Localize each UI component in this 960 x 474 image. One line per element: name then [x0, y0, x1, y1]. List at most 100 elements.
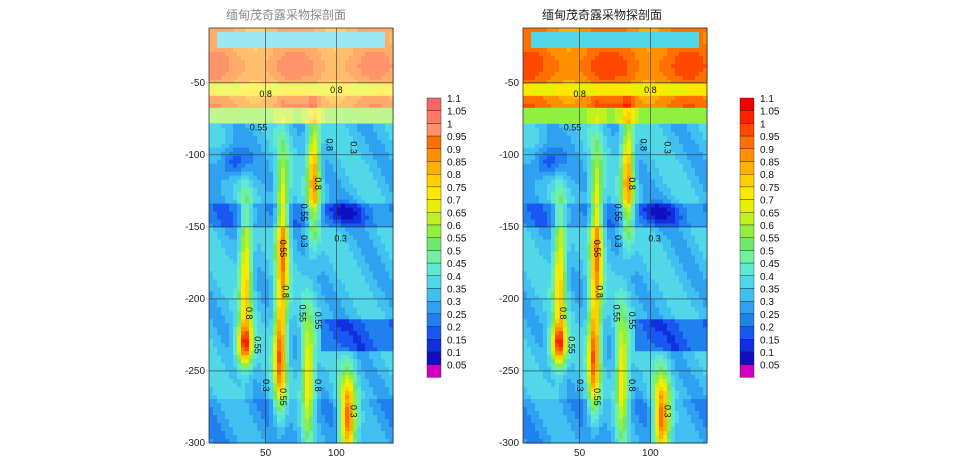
- heatmap-cell: [297, 83, 302, 89]
- heatmap-cell: [269, 299, 274, 304]
- heatmap-cell: [301, 155, 306, 161]
- heatmap-cell: [369, 119, 374, 125]
- heatmap-cell: [237, 279, 242, 284]
- heatmap-cell: [245, 423, 250, 428]
- heatmap-cell: [333, 239, 338, 245]
- heatmap-cell: [381, 347, 386, 352]
- heatmap-cell: [353, 195, 358, 201]
- heatmap-cell: [389, 155, 394, 161]
- heatmap-cell: [249, 95, 254, 101]
- heatmap-cell: [241, 303, 246, 308]
- heatmap-cell: [309, 91, 314, 97]
- heatmap-cell: [337, 419, 342, 424]
- heatmap-cell: [365, 43, 370, 49]
- heatmap-cell: [321, 183, 326, 189]
- heatmap-cell: [357, 227, 362, 233]
- heatmap-cell: [245, 87, 250, 93]
- heatmap-cell: [345, 35, 350, 41]
- heatmap-cell: [281, 431, 286, 436]
- heatmap-cell: [245, 91, 250, 97]
- heatmap-cell: [341, 387, 346, 392]
- heatmap-cell: [389, 287, 394, 292]
- heatmap-cell: [233, 383, 238, 388]
- heatmap-cell: [285, 199, 290, 205]
- heatmap-cell: [253, 123, 258, 129]
- heatmap-cell: [369, 111, 374, 117]
- heatmap-cell: [225, 239, 230, 245]
- heatmap-cell: [389, 219, 394, 225]
- heatmap-cell: [309, 83, 314, 89]
- heatmap-cell: [221, 127, 226, 133]
- heatmap-cell: [337, 175, 342, 181]
- heatmap-cell: [221, 115, 226, 121]
- heatmap-cell: [365, 231, 370, 237]
- heatmap-cell: [277, 223, 282, 229]
- heatmap-cell: [281, 127, 286, 133]
- heatmap-cell: [269, 55, 274, 61]
- heatmap-cell: [377, 75, 382, 81]
- heatmap-cell: [241, 203, 246, 209]
- heatmap-cell: [261, 227, 266, 233]
- heatmap-cell: [297, 79, 302, 85]
- heatmap-cell: [381, 175, 386, 181]
- heatmap-cell: [269, 403, 274, 408]
- heatmap-cell: [241, 391, 246, 396]
- heatmap-cell: [333, 71, 338, 77]
- heatmap-cell: [297, 107, 302, 113]
- heatmap-cell: [281, 355, 286, 360]
- heatmap-cell: [225, 227, 230, 233]
- heatmap-cell: [345, 231, 350, 237]
- heatmap-cell: [273, 327, 278, 332]
- heatmap-cell: [229, 343, 234, 348]
- heatmap-cell: [373, 255, 378, 261]
- heatmap-cell: [229, 403, 234, 408]
- heatmap-cell: [365, 303, 370, 308]
- heatmap-cell: [377, 307, 382, 312]
- heatmap-cell: [341, 115, 346, 121]
- heatmap-cell: [341, 143, 346, 149]
- heatmap-cell: [281, 35, 286, 41]
- heatmap-cell: [361, 239, 366, 245]
- heatmap-cell: [337, 323, 342, 328]
- heatmap-cell: [337, 199, 342, 205]
- heatmap-cell: [309, 119, 314, 125]
- heatmap-cell: [389, 427, 394, 432]
- heatmap-cell: [321, 67, 326, 73]
- heatmap-cell: [301, 39, 306, 45]
- heatmap-cell: [341, 199, 346, 205]
- heatmap-cell: [225, 155, 230, 161]
- heatmap-cell: [373, 31, 378, 37]
- heatmap-cell: [277, 363, 282, 368]
- heatmap-cell: [217, 267, 222, 273]
- heatmap-cell: [305, 431, 310, 436]
- heatmap-cell: [365, 63, 370, 69]
- heatmap-cell: [249, 75, 254, 81]
- heatmap-cell: [221, 223, 226, 229]
- heatmap-cell: [249, 183, 254, 189]
- heatmap-cell: [297, 239, 302, 245]
- heatmap-cell: [237, 343, 242, 348]
- heatmap-cell: [365, 195, 370, 201]
- heatmap-cell: [353, 311, 358, 316]
- heatmap-cell: [361, 339, 366, 344]
- heatmap-cell: [377, 35, 382, 41]
- heatmap-cell: [265, 39, 270, 45]
- heatmap-cell: [373, 319, 378, 324]
- heatmap-cell: [317, 35, 322, 41]
- heatmap-cell: [349, 311, 354, 316]
- heatmap-cell: [345, 43, 350, 49]
- heatmap-cell: [523, 175, 528, 181]
- heatmap-cell: [325, 359, 330, 364]
- heatmap-cell: [357, 279, 362, 284]
- heatmap-cell: [333, 251, 338, 257]
- contour-label: 0.8: [244, 307, 254, 320]
- heatmap-cell: [345, 203, 350, 209]
- heatmap-cell: [277, 35, 282, 41]
- heatmap-cell: [253, 399, 258, 404]
- heatmap-cell: [257, 39, 262, 45]
- heatmap-cell: [309, 319, 314, 324]
- heatmap-cell: [357, 119, 362, 125]
- heatmap-cell: [365, 239, 370, 245]
- heatmap-cell: [253, 167, 258, 173]
- heatmap-cell: [337, 99, 342, 105]
